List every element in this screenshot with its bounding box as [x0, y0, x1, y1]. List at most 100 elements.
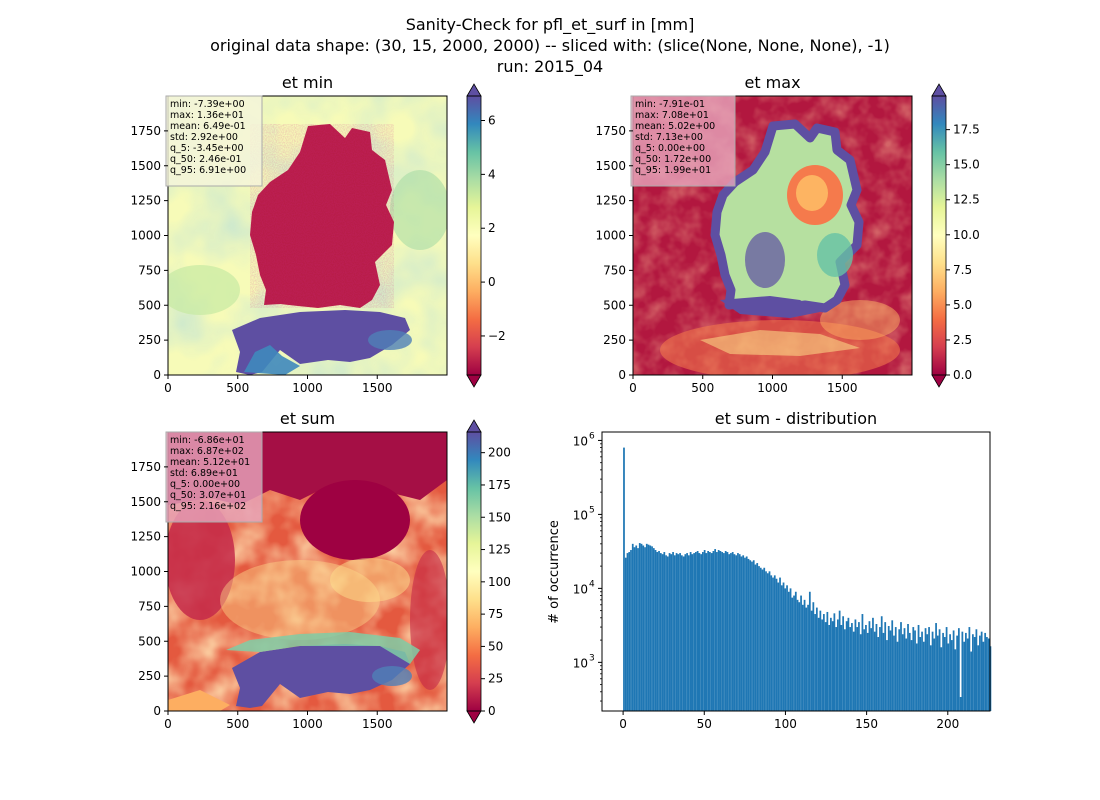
x-axis: 0 500 1000 1500: [629, 375, 858, 395]
histogram-bar: [673, 555, 676, 711]
histogram-bar: [649, 545, 652, 711]
histogram-bar: [659, 553, 662, 711]
stat-min: min: -7.91e-01: [635, 99, 705, 110]
histogram-bar: [801, 604, 804, 711]
histogram-bar: [682, 556, 685, 711]
y-tick-label: 1500: [130, 159, 161, 173]
histogram-bar: [894, 627, 897, 711]
colorbar-frame: [466, 95, 482, 376]
histogram-bar: [891, 620, 894, 711]
x-tick-label: 1500: [362, 717, 393, 731]
y-tick-label: 750: [603, 263, 626, 277]
x-tick-label: 500: [226, 717, 249, 731]
histogram-bar: [914, 630, 916, 711]
histogram-bar: [738, 554, 741, 711]
histogram-bar: [986, 637, 988, 711]
histogram-bar: [851, 623, 853, 711]
histogram-bar: [938, 629, 941, 711]
histogram-bar: [647, 544, 650, 711]
histogram-bar: [833, 613, 836, 711]
y-tick-label: 1500: [130, 495, 161, 509]
histogram-bar: [973, 637, 976, 711]
histogram-bar: [856, 627, 859, 711]
histogram-bar: [907, 623, 909, 711]
y-tick-label: 0: [618, 368, 626, 382]
histogram-bar: [709, 552, 711, 711]
x-tick-label: 50: [697, 717, 712, 731]
histogram-bar: [893, 635, 895, 711]
histogram-bar: [652, 548, 655, 711]
histogram-bar: [901, 634, 904, 711]
x-tick-label: 150: [855, 717, 878, 731]
colorbar-frame: [931, 95, 947, 376]
stat-max: max: 1.36e+01: [170, 110, 244, 121]
histogram-bar: [929, 645, 932, 711]
histogram-bar: [972, 634, 974, 711]
colorbar-tick-label: 10.0: [953, 228, 980, 242]
histogram-bar: [747, 558, 750, 711]
histogram-bar: [730, 553, 732, 711]
histogram-bar: [631, 543, 634, 711]
histogram-bar: [663, 552, 666, 711]
figure-title-line-2: original data shape: (30, 15, 2000, 2000…: [210, 36, 890, 55]
histogram-bar: [964, 632, 967, 711]
histogram-bar: [910, 640, 913, 711]
histogram-bar: [672, 552, 674, 711]
histogram-bar: [840, 624, 843, 711]
histogram-bar: [945, 627, 948, 711]
histogram-bar: [947, 643, 950, 711]
histogram-bar: [921, 631, 923, 711]
y-tick-label: 1500: [595, 159, 626, 173]
y-axis: 0 250 500 750 1000 1250 1500 1750: [130, 460, 168, 718]
colorbar-tick-label: 15.0: [953, 158, 980, 172]
histogram-bar: [726, 552, 729, 711]
histogram-bar: [808, 591, 811, 711]
histogram-bar: [928, 627, 930, 711]
stat-max: max: 6.87e+02: [170, 446, 244, 457]
histogram-bar: [786, 585, 788, 711]
histogram-bar: [740, 556, 743, 711]
histogram-bar: [782, 582, 785, 711]
histogram-bar: [858, 622, 860, 711]
y-tick-exponent: 5: [589, 505, 595, 515]
histogram-bar: [768, 571, 771, 711]
histogram-bar: [752, 560, 755, 711]
histogram-bar: [822, 614, 825, 711]
stat-mean: mean: 6.49e-01: [170, 121, 246, 132]
heatmap-image: [633, 96, 912, 375]
figure-title-line-3: run: 2015_04: [497, 57, 603, 77]
histogram-bar: [975, 629, 978, 711]
colorbar-tick-label: 0: [488, 704, 496, 718]
x-tick-label: 0: [164, 717, 172, 731]
stat-mean: mean: 5.02e+00: [635, 121, 715, 132]
histogram-bar: [868, 621, 871, 711]
histogram-bar: [640, 543, 643, 711]
colorbar-tick-label: 0.0: [953, 368, 972, 382]
panel-title: et sum: [280, 409, 335, 428]
x-tick-label: 1500: [362, 381, 393, 395]
histogram-bar: [719, 551, 722, 711]
colorbar-extend-max: [931, 83, 947, 97]
colorbar-tick-label: 50: [488, 639, 503, 653]
histogram-bar: [956, 635, 958, 711]
histogram-bar: [637, 548, 639, 711]
histogram-bar: [686, 553, 688, 711]
x-tick-label: 1000: [757, 381, 788, 395]
histogram-bar: [731, 552, 734, 711]
histogram-bar: [900, 622, 902, 711]
histogram-bar: [742, 555, 745, 711]
histogram-bar: [635, 545, 638, 711]
histogram-bar: [966, 638, 969, 711]
histogram-bar: [961, 631, 964, 711]
figure-title-line-1: Sanity-Check for pfl_et_surf in [mm]: [406, 15, 695, 35]
histogram-bar: [698, 553, 701, 711]
histogram-bar: [835, 627, 838, 711]
y-axis: 0 250 500 750 1000 1250 1500 1750: [130, 124, 168, 382]
stats-box: min: -7.91e-01 max: 7.08e+01 mean: 5.02e…: [630, 95, 736, 187]
histogram-bar: [949, 634, 951, 711]
histogram-bar: [942, 632, 944, 711]
colorbar-tick-label: 5.0: [953, 298, 972, 312]
colorbar-extend-max: [466, 83, 482, 97]
panel-et-max: et max min: -7.91e-01 max: 7.08e+01 mean…: [595, 73, 979, 395]
histogram-bar: [815, 607, 818, 711]
